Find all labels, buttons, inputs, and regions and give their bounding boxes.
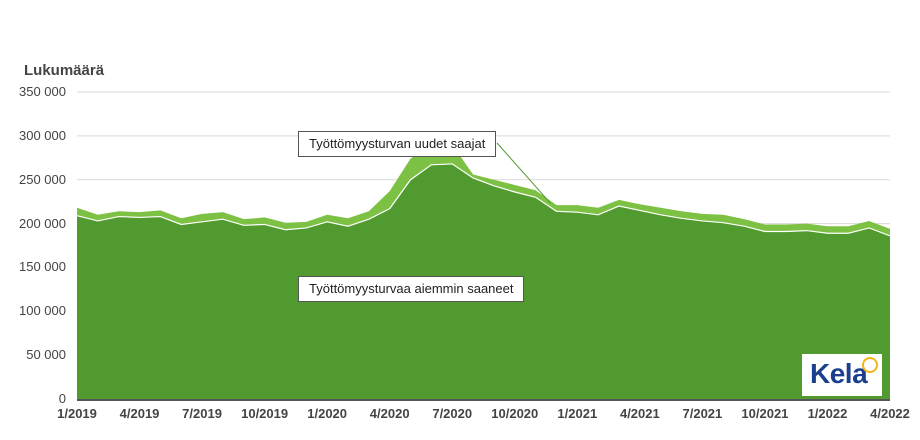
x-tick-label: 7/2019 (182, 406, 222, 421)
y-axis-title: Lukumäärä (24, 62, 105, 79)
x-tick-label: 1/2022 (807, 406, 848, 421)
y-tick-label: 100 000 (19, 303, 66, 319)
y-tick-label: 0 (58, 391, 66, 406)
kela-logo: Kela (802, 354, 882, 396)
x-tick-label: 4/2022 (870, 406, 910, 421)
y-tick-label: 250 000 (19, 171, 66, 187)
x-tick-label: 10/2019 (241, 406, 289, 421)
y-tick-label: 150 000 (19, 259, 66, 275)
series-separator (76, 163, 891, 237)
y-tick-label: 200 000 (19, 215, 66, 231)
x-tick-label: 1/2021 (557, 406, 598, 421)
x-tick-label: 4/2020 (369, 406, 410, 421)
x-tick-label: 7/2021 (682, 406, 723, 421)
annotation-prior-recipients: Työttömyysturvaa aiemmin saaneet (298, 276, 525, 302)
x-tick-label: 10/2021 (741, 406, 789, 421)
logo-mark-icon (862, 357, 878, 373)
logo-text: Kela (810, 358, 868, 389)
x-tick-label: 4/2019 (119, 406, 160, 421)
annotation-new-recipients: Työttömyysturvan uudet saajat (298, 131, 497, 157)
x-tick-label: 1/2019 (57, 406, 97, 421)
x-tick-label: 10/2020 (491, 406, 539, 421)
area-new-recipients (77, 144, 890, 236)
y-tick-label: 300 000 (19, 127, 66, 143)
x-tick-label: 1/2020 (307, 406, 348, 421)
x-tick-label: 4/2021 (619, 406, 660, 421)
y-tick-label: 50 000 (26, 347, 66, 363)
annotation-leader-line (496, 142, 551, 204)
y-tick-label: 350 000 (19, 84, 66, 99)
x-tick-label: 7/2020 (432, 406, 473, 421)
